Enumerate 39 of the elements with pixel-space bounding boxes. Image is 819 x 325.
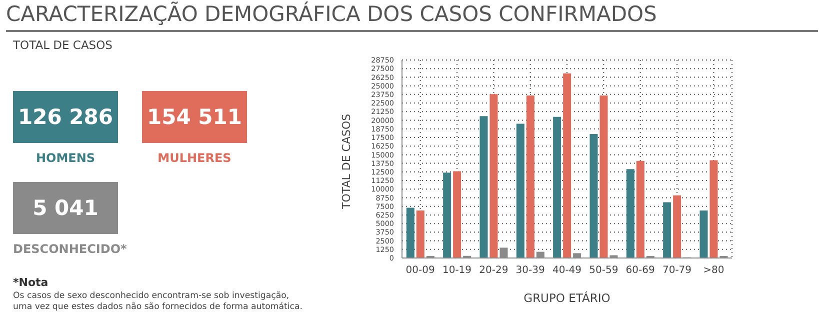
text: MULHERES	[156, 151, 232, 165]
x-tick-label: 20-29	[479, 265, 508, 276]
x-tick-label: 00-09	[406, 265, 435, 276]
x-tick-label: 30-39	[516, 265, 545, 276]
text: TOTAL DE CASOS	[13, 38, 112, 52]
text: DESCONHECIDO*	[13, 242, 128, 256]
bar	[600, 95, 608, 258]
x-tick-label: 60-69	[626, 265, 655, 276]
bar	[590, 134, 598, 258]
bar	[700, 210, 708, 258]
bar	[710, 160, 718, 258]
bar	[553, 116, 562, 258]
x-tick-label: 10-19	[442, 265, 472, 276]
text: 5 041	[13, 182, 118, 234]
x-axis-title: GRUPO ETÁRIO	[524, 291, 610, 305]
bar	[526, 95, 534, 258]
bar	[453, 171, 462, 258]
x-tick-label: 70-79	[662, 265, 692, 276]
bar	[563, 73, 572, 258]
bar	[443, 172, 452, 258]
y-axis-title: TOTAL DE CASOS	[340, 114, 353, 210]
bar	[516, 124, 524, 258]
bar	[406, 208, 414, 258]
bar	[490, 94, 498, 258]
bar	[626, 169, 634, 258]
text: HOMENS	[34, 151, 96, 165]
bar	[673, 195, 682, 258]
bar	[663, 202, 672, 258]
x-tick-label: >80	[703, 265, 724, 276]
x-tick-label: 40-49	[552, 265, 582, 276]
text: 154 511	[142, 91, 247, 143]
bar	[416, 210, 424, 258]
chart-title: CARACTERIZAÇÃO DEMOGRÁFICA DOS CASOS CONFIRMADOS	[6, 2, 657, 26]
bar	[636, 160, 644, 258]
text: *Nota	[13, 276, 48, 289]
text: 126 286	[13, 91, 118, 143]
x-tick-label: 50-59	[589, 265, 618, 276]
text: Os casos de sexo desconhecido encontram-se sob investigação, uma vez que estes dados não são fornecidos de forma automática.	[13, 291, 302, 313]
bar	[480, 116, 488, 258]
